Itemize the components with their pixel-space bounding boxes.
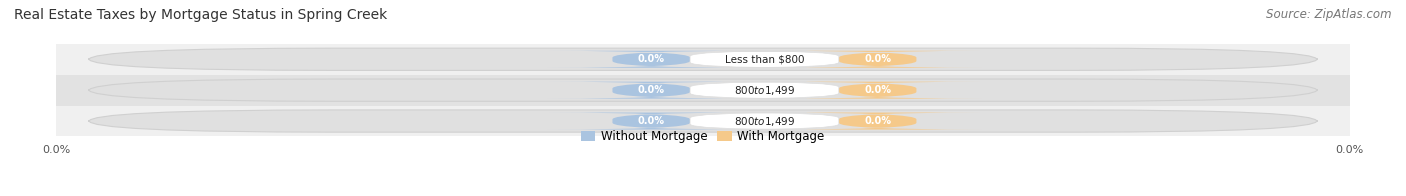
Text: 0.0%: 0.0% <box>865 54 891 64</box>
Text: 0.0%: 0.0% <box>638 116 665 126</box>
Bar <box>56 106 1350 136</box>
Text: 0.0%: 0.0% <box>865 85 891 95</box>
FancyBboxPatch shape <box>89 110 1317 132</box>
Text: 0.0%: 0.0% <box>865 116 891 126</box>
FancyBboxPatch shape <box>548 82 755 99</box>
FancyBboxPatch shape <box>690 113 839 130</box>
Text: $800 to $1,499: $800 to $1,499 <box>734 114 794 128</box>
FancyBboxPatch shape <box>89 79 1317 101</box>
FancyBboxPatch shape <box>775 82 981 99</box>
FancyBboxPatch shape <box>548 51 755 68</box>
FancyBboxPatch shape <box>548 113 755 130</box>
FancyBboxPatch shape <box>690 82 839 99</box>
Text: 0.0%: 0.0% <box>638 54 665 64</box>
Text: Source: ZipAtlas.com: Source: ZipAtlas.com <box>1267 8 1392 21</box>
Text: Real Estate Taxes by Mortgage Status in Spring Creek: Real Estate Taxes by Mortgage Status in … <box>14 8 387 22</box>
Legend: Without Mortgage, With Mortgage: Without Mortgage, With Mortgage <box>581 130 825 143</box>
FancyBboxPatch shape <box>690 51 839 68</box>
FancyBboxPatch shape <box>775 51 981 68</box>
Text: 0.0%: 0.0% <box>638 85 665 95</box>
Bar <box>56 44 1350 75</box>
Text: Less than $800: Less than $800 <box>724 54 804 64</box>
FancyBboxPatch shape <box>775 113 981 130</box>
FancyBboxPatch shape <box>89 48 1317 70</box>
Bar <box>56 75 1350 106</box>
Text: $800 to $1,499: $800 to $1,499 <box>734 84 794 97</box>
